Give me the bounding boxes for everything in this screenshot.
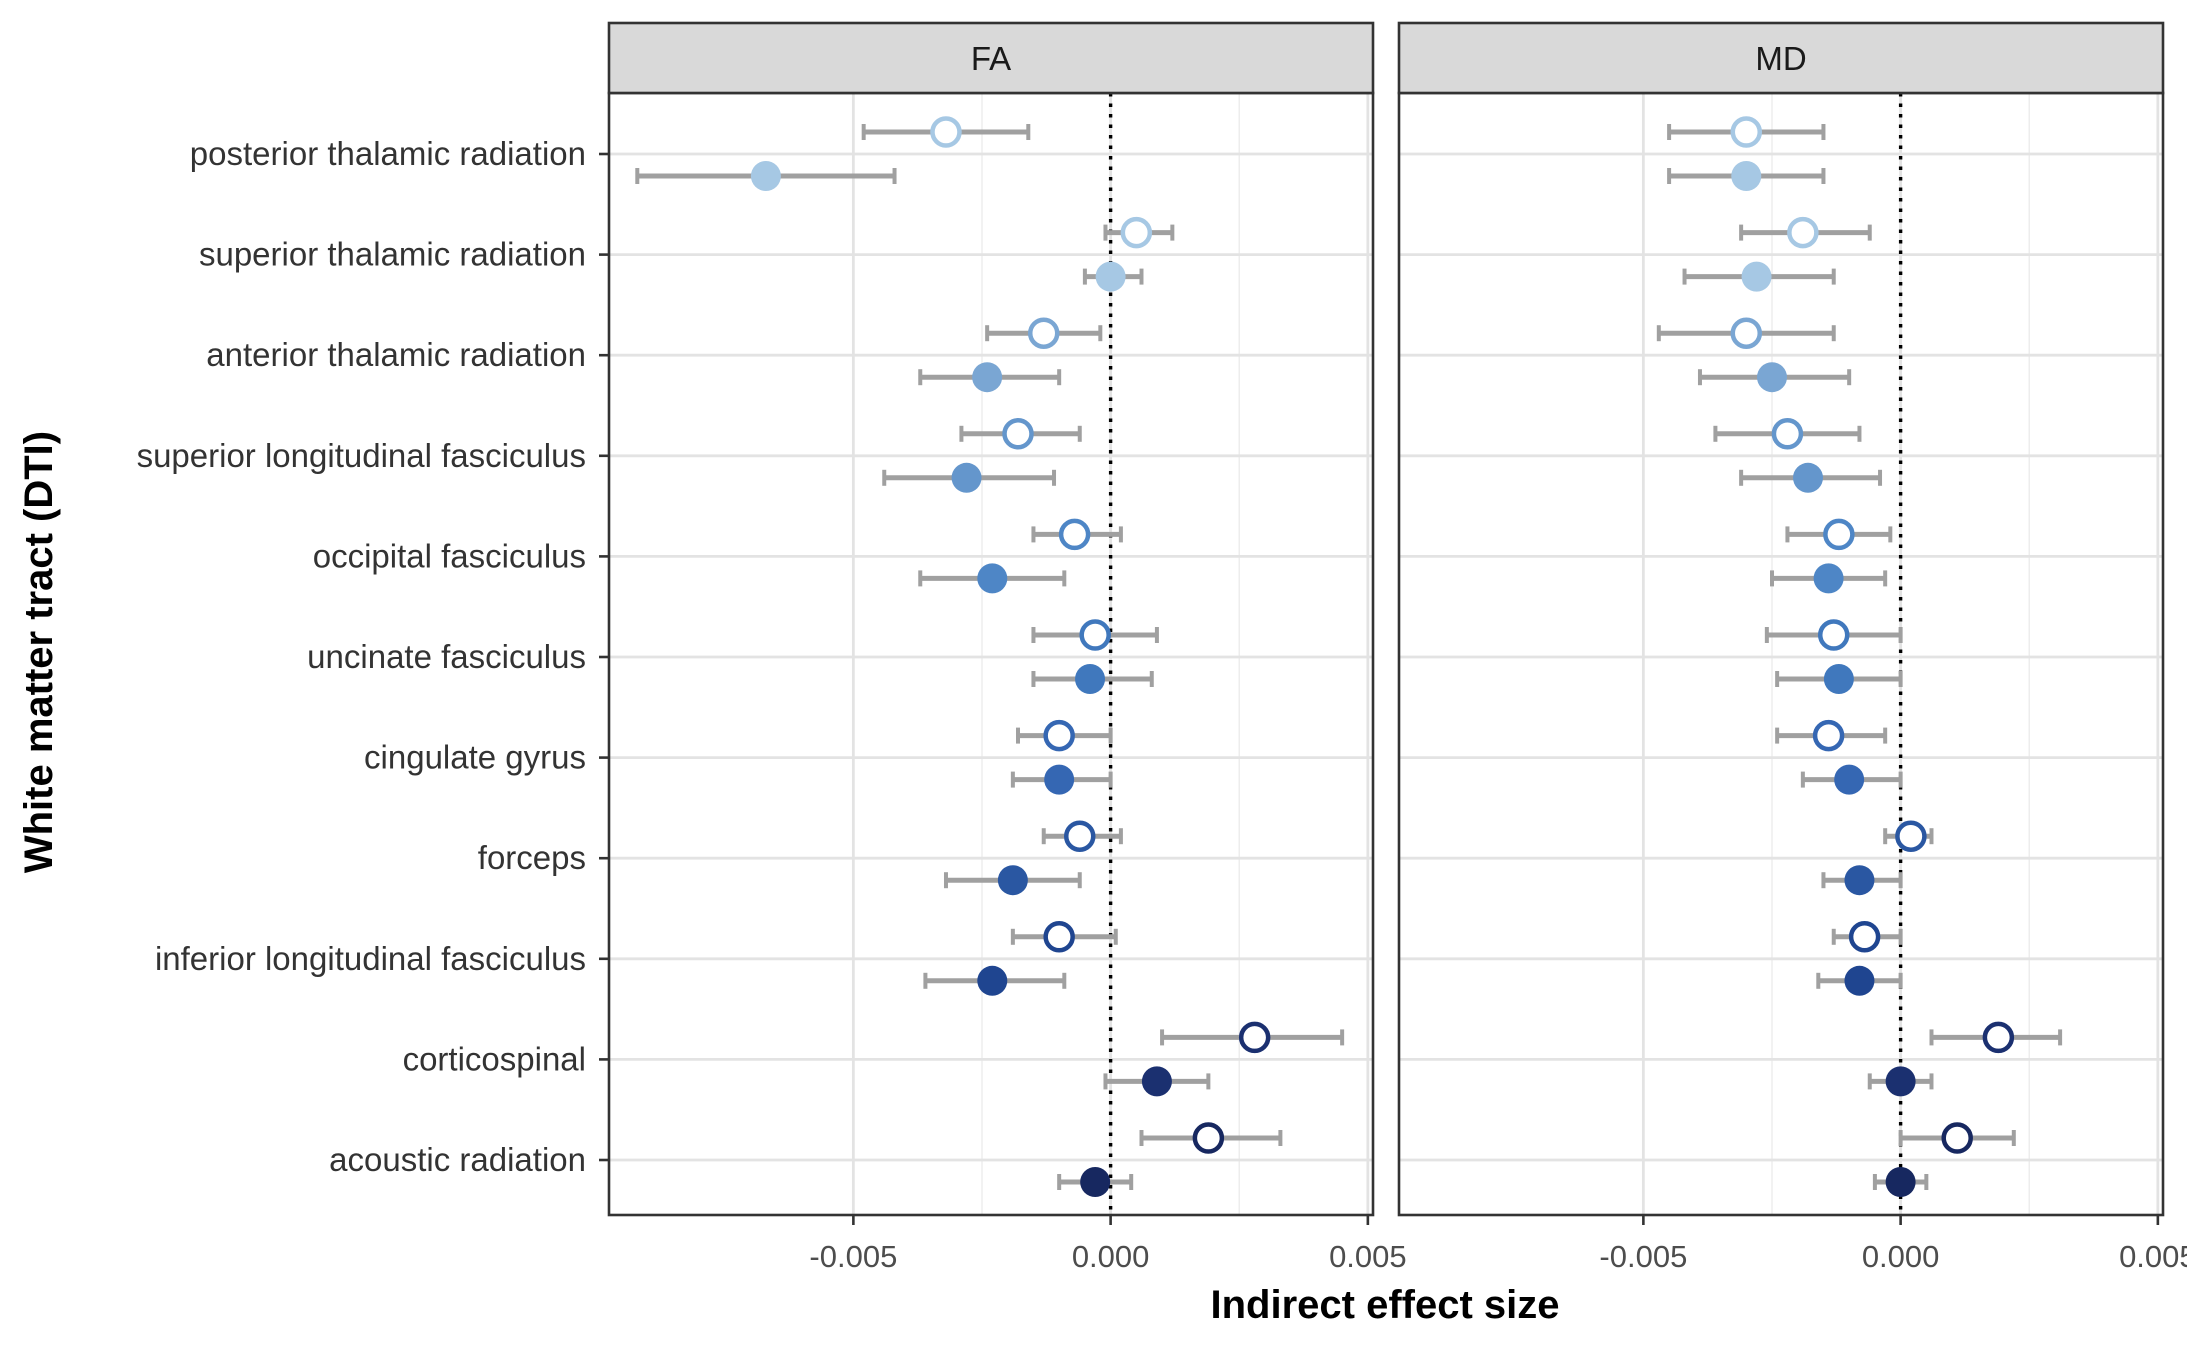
point-open bbox=[1771, 418, 1804, 450]
y-tick-label: superior longitudinal fasciculus bbox=[137, 437, 586, 474]
point-filled bbox=[1141, 1066, 1172, 1097]
point-open bbox=[1730, 116, 1763, 148]
y-axis-labels: posterior thalamic radiation superior tha… bbox=[137, 135, 609, 1178]
point-open bbox=[1941, 1122, 1973, 1154]
point-open bbox=[1043, 921, 1075, 953]
point-open bbox=[1787, 216, 1819, 249]
point-open bbox=[1120, 216, 1153, 249]
point-filled bbox=[1885, 1167, 1916, 1197]
x-tick-label: 0.005 bbox=[2119, 1239, 2187, 1274]
strip-background bbox=[1397, 21, 2165, 95]
point-open bbox=[1730, 317, 1763, 349]
y-tick-label: anterior thalamic radiation bbox=[206, 336, 586, 373]
point-filled bbox=[977, 965, 1008, 996]
point-open bbox=[1812, 719, 1845, 752]
point-open bbox=[1823, 518, 1855, 551]
point-filled bbox=[1044, 764, 1075, 795]
y-tick-label: corticospinal bbox=[403, 1040, 586, 1077]
point-filled bbox=[1095, 261, 1126, 292]
strip-label: MD bbox=[1755, 40, 1806, 77]
point-filled bbox=[1885, 1066, 1916, 1097]
strip-background bbox=[607, 21, 1375, 95]
y-tick-label: forceps bbox=[478, 839, 586, 876]
point-open bbox=[1079, 619, 1111, 651]
y-tick-label: acoustic radiation bbox=[329, 1141, 586, 1178]
point-open bbox=[1002, 418, 1034, 450]
facet-panels: FA -0.005 0.000 0.005 MD -0.005 0.000 0.005 bbox=[607, 21, 2187, 1274]
y-tick-label: posterior thalamic radiation bbox=[190, 135, 586, 172]
point-open bbox=[1982, 1021, 2015, 1054]
point-open bbox=[1895, 820, 1927, 852]
panel-md: MD -0.005 0.000 0.005 bbox=[1397, 21, 2187, 1274]
point-filled bbox=[1813, 563, 1844, 594]
y-tick-label: uncinate fasciculus bbox=[307, 638, 586, 675]
point-open bbox=[1063, 820, 1096, 852]
point-filled bbox=[1823, 664, 1854, 694]
point-filled bbox=[1844, 865, 1875, 896]
point-filled bbox=[1756, 362, 1787, 393]
point-filled bbox=[951, 462, 982, 493]
point-open bbox=[1043, 719, 1075, 752]
y-tick-label: occipital fasciculus bbox=[313, 537, 586, 574]
point-open bbox=[1192, 1122, 1225, 1154]
y-axis-title: White matter tract (DTI) bbox=[17, 431, 61, 873]
point-filled bbox=[1793, 462, 1824, 493]
point-filled bbox=[1080, 1167, 1111, 1197]
point-open bbox=[1238, 1021, 1271, 1054]
point-open bbox=[930, 116, 962, 148]
y-tick-label: cingulate gyrus bbox=[364, 739, 586, 776]
x-tick-label: 0.005 bbox=[1329, 1239, 1407, 1274]
x-tick-label: 0.000 bbox=[1862, 1239, 1940, 1274]
x-tick-label: -0.005 bbox=[1599, 1239, 1687, 1274]
point-filled bbox=[977, 563, 1008, 594]
point-filled bbox=[997, 865, 1028, 896]
point-filled bbox=[1844, 965, 1875, 996]
point-filled bbox=[972, 362, 1003, 393]
x-tick-label: 0.000 bbox=[1072, 1239, 1150, 1274]
x-tick-label: -0.005 bbox=[809, 1239, 897, 1274]
y-tick-label: inferior longitudinal fasciculus bbox=[155, 940, 586, 977]
point-filled bbox=[1731, 161, 1762, 191]
point-filled bbox=[750, 161, 781, 191]
y-tick-label: superior thalamic radiation bbox=[199, 236, 586, 273]
point-open bbox=[1848, 921, 1881, 953]
point-filled bbox=[1075, 664, 1106, 694]
point-open bbox=[1817, 619, 1850, 651]
x-axis-title: Indirect effect size bbox=[1210, 1283, 1559, 1327]
point-open bbox=[1058, 518, 1091, 551]
panel-fa: FA -0.005 0.000 0.005 bbox=[607, 21, 1407, 1274]
point-open bbox=[1027, 317, 1060, 349]
point-filled bbox=[1741, 261, 1772, 292]
strip-label: FA bbox=[971, 40, 1011, 77]
point-filled bbox=[1834, 764, 1865, 795]
